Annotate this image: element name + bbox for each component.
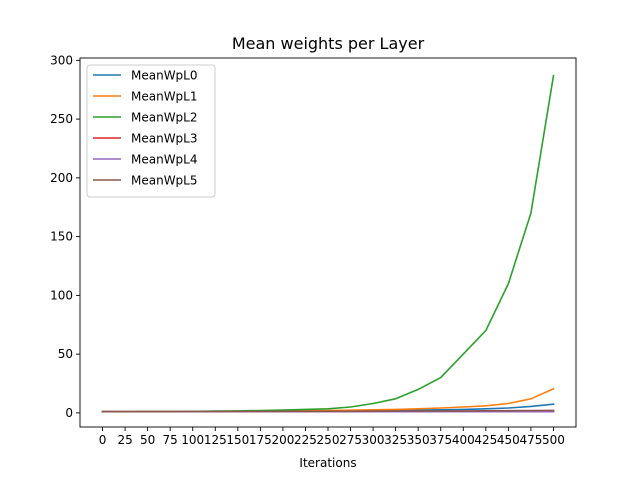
x-tick-label: 350: [407, 433, 430, 447]
x-tick-label: 500: [542, 433, 565, 447]
chart-title: Mean weights per Layer: [232, 34, 425, 53]
x-tick-label: 475: [519, 433, 542, 447]
legend-label: MeanWpL5: [131, 174, 198, 188]
x-tick-label: 250: [317, 433, 340, 447]
legend-label: MeanWpL1: [131, 90, 198, 104]
y-tick-label: 100: [50, 288, 73, 302]
series-lines: [101, 74, 555, 413]
x-axis-label: Iterations: [299, 456, 356, 470]
y-tick-label: 50: [58, 347, 73, 361]
x-tick-label: 400: [452, 433, 475, 447]
x-tick-label: 300: [362, 433, 385, 447]
x-tick-label: 425: [474, 433, 497, 447]
y-tick-label: 200: [50, 171, 73, 185]
x-tick-label: 225: [294, 433, 317, 447]
legend-label: MeanWpL2: [131, 111, 198, 125]
legend: MeanWpL0 MeanWpL1 MeanWpL2 MeanWpL3 MeanWpL4…: [86, 64, 216, 198]
y-tick-label: 300: [50, 53, 73, 67]
legend-label: MeanWpL3: [131, 132, 198, 146]
legend-box: [86, 64, 216, 198]
legend-label: MeanWpL0: [131, 69, 198, 83]
y-tick-label: 150: [50, 230, 73, 244]
x-tick-label: 100: [181, 433, 204, 447]
x-tick-label: 200: [271, 433, 294, 447]
x-tick-label: 275: [339, 433, 362, 447]
x-tick-label: 325: [384, 433, 407, 447]
series-line-meanwpl5: [101, 409, 555, 413]
x-tick-label: 0: [99, 433, 107, 447]
y-tick-label: 0: [65, 406, 73, 420]
x-tick-label: 25: [117, 433, 132, 447]
x-tick-label: 175: [249, 433, 272, 447]
legend-label: MeanWpL4: [131, 153, 198, 167]
x-tick-label: 125: [204, 433, 227, 447]
x-tick-label: 150: [226, 433, 249, 447]
x-tick-label: 50: [140, 433, 155, 447]
x-tick-label: 75: [163, 433, 178, 447]
y-tick-label: 250: [50, 112, 73, 126]
axes: 0 25 50 75 100 125 150 175 200 225 250 275 300 325 350…: [50, 53, 577, 447]
x-tick-label: 375: [429, 433, 452, 447]
x-tick-label: 450: [497, 433, 520, 447]
